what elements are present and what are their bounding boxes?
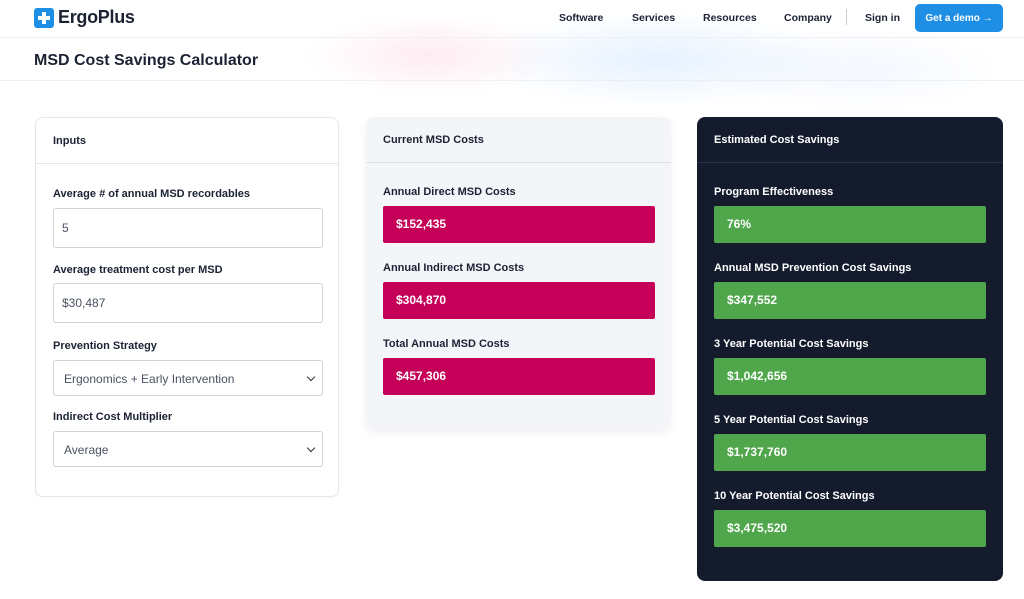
inputs-card-title: Inputs: [53, 135, 86, 147]
page-title: MSD Cost Savings Calculator: [34, 52, 259, 69]
sign-in-link[interactable]: Sign in: [865, 12, 900, 24]
indirect-costs-value: $304,870: [383, 282, 655, 319]
indirect-costs-label: Annual Indirect MSD Costs: [383, 262, 525, 274]
five-year-savings-label: 5 Year Potential Cost Savings: [714, 414, 869, 426]
ten-year-savings-label: 10 Year Potential Cost Savings: [714, 490, 875, 502]
prevention-strategy-select[interactable]: Ergonomics + Early Intervention: [53, 360, 323, 396]
inputs-card-header: Inputs: [36, 118, 338, 164]
indirect-multiplier-value: Average: [64, 443, 109, 457]
annual-savings-value: $347,552: [714, 282, 986, 319]
nav-software[interactable]: Software: [559, 12, 604, 24]
ergoplus-logo[interactable]: ErgoPlus: [34, 7, 135, 28]
recordables-input[interactable]: [53, 208, 323, 248]
total-costs-label: Total Annual MSD Costs: [383, 338, 510, 350]
nav-resources[interactable]: Resources: [703, 12, 757, 24]
indirect-multiplier-select[interactable]: Average: [53, 431, 323, 467]
three-year-savings-value: $1,042,656: [714, 358, 986, 395]
total-costs-value: $457,306: [383, 358, 655, 395]
chevron-down-icon: [306, 372, 316, 382]
nav-divider: [846, 9, 847, 25]
treatment-cost-input[interactable]: [53, 283, 323, 323]
recordables-label: Average # of annual MSD recordables: [53, 188, 251, 200]
nav-company[interactable]: Company: [784, 12, 832, 24]
program-effectiveness-label: Program Effectiveness: [714, 186, 834, 198]
ten-year-savings-value: $3,475,520: [714, 510, 986, 547]
three-year-savings-label: 3 Year Potential Cost Savings: [714, 338, 869, 350]
annual-savings-label: Annual MSD Prevention Cost Savings: [714, 262, 912, 274]
inputs-card: Inputs Average # of annual MSD recordabl…: [35, 117, 339, 497]
prevention-strategy-label: Prevention Strategy: [53, 340, 157, 352]
cost-savings-card-header: Estimated Cost Savings: [697, 117, 1003, 163]
direct-costs-value: $152,435: [383, 206, 655, 243]
brand-name: ErgoPlus: [58, 7, 135, 27]
medical-cross-icon: [34, 7, 54, 28]
five-year-savings-value: $1,737,760: [714, 434, 986, 471]
cost-savings-card-title: Estimated Cost Savings: [714, 134, 840, 146]
direct-costs-label: Annual Direct MSD Costs: [383, 186, 516, 198]
chevron-down-icon: [306, 443, 316, 453]
top-navbar: ErgoPlus Software Services Resources Com…: [0, 0, 1024, 38]
program-effectiveness-value: 76%: [714, 206, 986, 243]
get-a-demo-button[interactable]: Get a demo →: [915, 4, 1003, 32]
treatment-cost-label: Average treatment cost per MSD: [53, 264, 223, 276]
page-title-bar: MSD Cost Savings Calculator: [0, 39, 1024, 81]
indirect-multiplier-label: Indirect Cost Multiplier: [53, 411, 173, 423]
current-costs-card-title: Current MSD Costs: [383, 134, 484, 146]
current-costs-card: Current MSD Costs Annual Direct MSD Cost…: [366, 117, 671, 429]
nav-services[interactable]: Services: [632, 12, 676, 24]
current-costs-card-header: Current MSD Costs: [366, 117, 671, 163]
prevention-strategy-value: Ergonomics + Early Intervention: [64, 372, 235, 386]
cost-savings-card: Estimated Cost Savings Program Effective…: [697, 117, 1003, 581]
